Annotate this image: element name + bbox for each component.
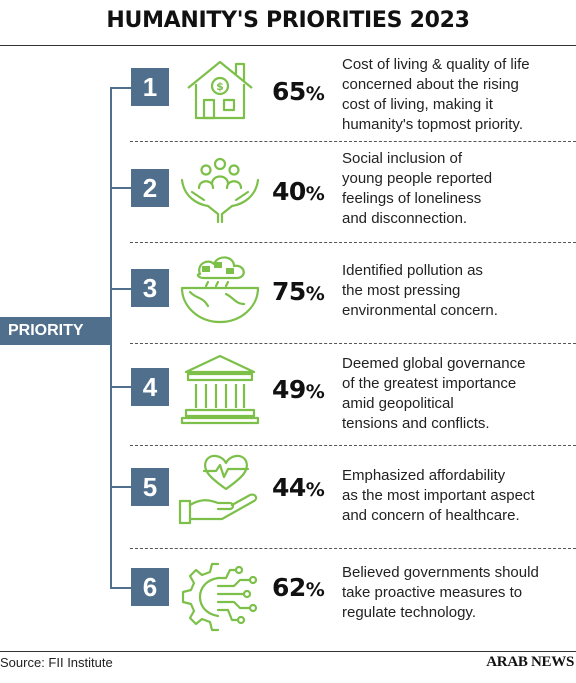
row-divider <box>130 141 576 142</box>
description-3: Identified pollution as the most pressing… <box>342 262 498 319</box>
description-2: Social inclusion of young people reported… <box>342 150 493 227</box>
description-1: Cost of living & quality of life concerne… <box>342 56 530 133</box>
percent-1: 65% <box>272 77 325 106</box>
percent-2: 40% <box>272 177 325 206</box>
row-divider <box>130 548 576 549</box>
connector-2 <box>110 187 132 189</box>
percent-5: 44% <box>272 473 325 502</box>
percent-6: 62% <box>272 573 325 602</box>
connector-3 <box>110 288 132 290</box>
row-divider <box>130 343 576 344</box>
description-6: Believed governments should take proactiv… <box>342 564 539 621</box>
row-divider <box>130 242 576 243</box>
brand-logo: ARAB NEWS <box>486 654 574 670</box>
heart-hand-icon <box>178 454 258 525</box>
source-credit: Source: FII Institute <box>0 655 113 670</box>
house-dollar-icon: $ <box>187 60 253 120</box>
svg-text:$: $ <box>216 80 224 93</box>
tech-gear-icon <box>181 562 258 632</box>
priority-connector-line <box>110 87 112 589</box>
description-4: Deemed global governance of the greatest … <box>342 355 526 432</box>
percent-3: 75% <box>272 277 325 306</box>
footer-divider <box>0 651 576 652</box>
connector-4 <box>110 386 132 388</box>
percent-4: 49% <box>272 375 325 404</box>
priority-label: PRIORITY <box>0 317 110 345</box>
rank-badge-1: 1 <box>131 68 169 106</box>
rank-badge-6: 6 <box>131 568 169 606</box>
polluted-earth-icon <box>180 256 260 324</box>
rank-badge-5: 5 <box>131 468 169 506</box>
title-divider <box>0 45 576 46</box>
rank-badge-4: 4 <box>131 368 169 406</box>
page-title: HUMANITY'S PRIORITIES 2023 <box>106 8 470 33</box>
connector-5 <box>110 486 132 488</box>
connector-6 <box>110 587 132 589</box>
connector-1 <box>110 87 132 89</box>
description-5: Emphasized affordability as the most impo… <box>342 467 535 524</box>
government-building-icon <box>180 354 260 425</box>
row-divider <box>130 445 576 446</box>
hands-people-icon <box>180 157 260 224</box>
rank-badge-3: 3 <box>131 269 169 307</box>
rank-badge-2: 2 <box>131 169 169 207</box>
